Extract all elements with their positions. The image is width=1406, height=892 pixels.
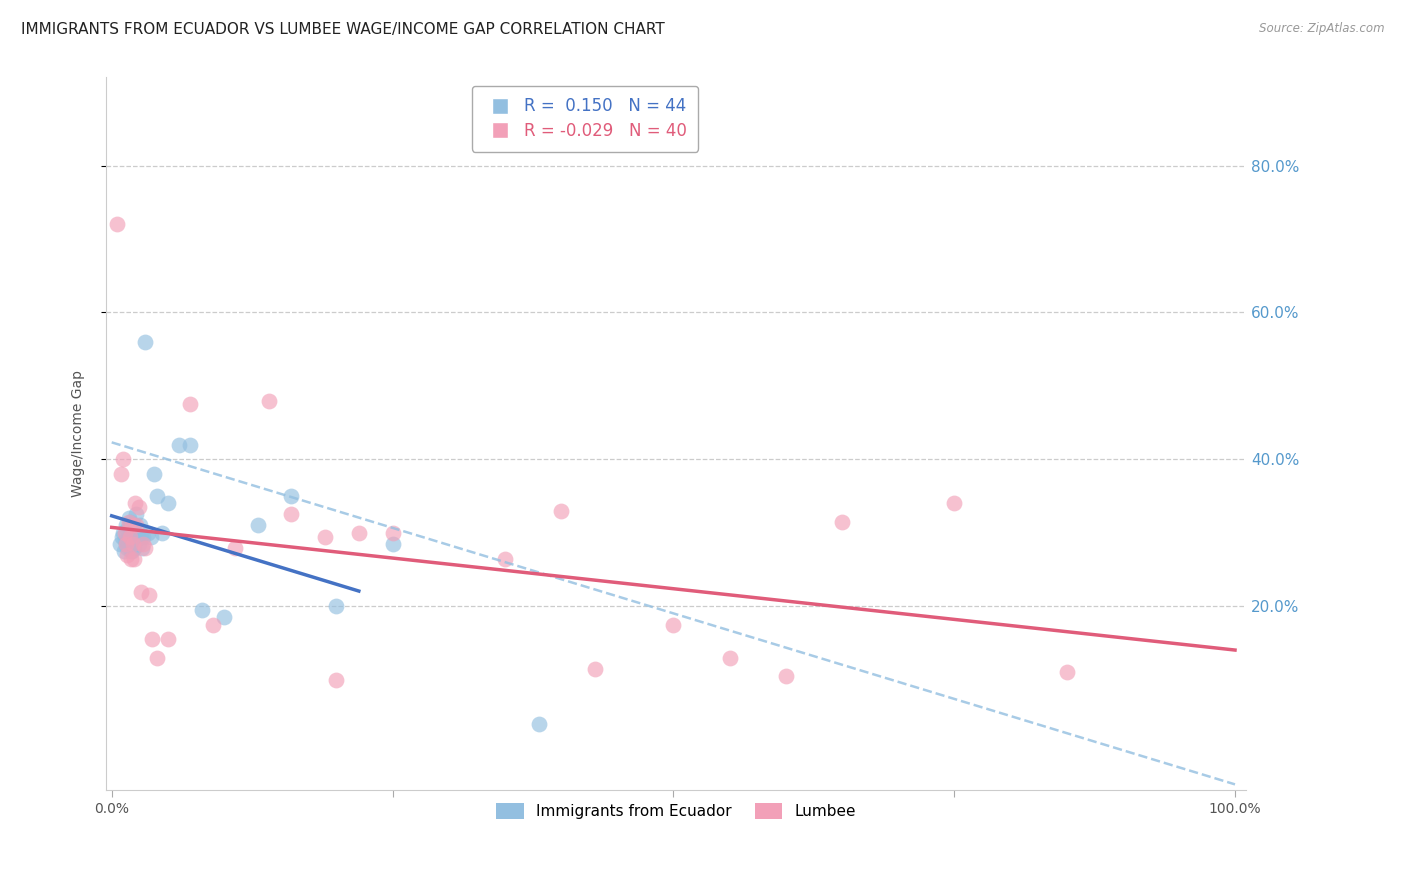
- Point: [121, 518, 143, 533]
- Point: [381, 525, 404, 540]
- Point: [136, 525, 159, 540]
- Point: [122, 529, 145, 543]
- Point: [325, 673, 347, 687]
- Point: [139, 529, 162, 543]
- Point: [156, 632, 179, 647]
- Point: [114, 533, 136, 548]
- Point: [114, 525, 136, 540]
- Point: [179, 397, 201, 411]
- Point: [280, 508, 302, 522]
- Point: [117, 522, 139, 536]
- Point: [124, 525, 146, 540]
- Point: [943, 496, 966, 510]
- Point: [131, 541, 153, 555]
- Point: [1056, 665, 1078, 680]
- Point: [117, 511, 139, 525]
- Point: [246, 518, 269, 533]
- Point: [831, 515, 853, 529]
- Point: [150, 525, 173, 540]
- Point: [145, 650, 167, 665]
- Point: [314, 529, 336, 543]
- Point: [105, 218, 128, 232]
- Point: [138, 588, 160, 602]
- Point: [122, 541, 145, 555]
- Point: [121, 525, 143, 540]
- Point: [280, 489, 302, 503]
- Point: [118, 529, 141, 543]
- Point: [190, 603, 212, 617]
- Point: [257, 393, 280, 408]
- Point: [120, 522, 142, 536]
- Point: [325, 599, 347, 614]
- Point: [134, 334, 156, 349]
- Point: [129, 584, 152, 599]
- Point: [132, 529, 155, 543]
- Point: [120, 544, 142, 558]
- Point: [212, 610, 235, 624]
- Point: [115, 537, 138, 551]
- Point: [583, 662, 606, 676]
- Point: [108, 537, 131, 551]
- Point: [115, 518, 138, 533]
- Point: [134, 541, 156, 555]
- Point: [775, 669, 797, 683]
- Point: [125, 508, 148, 522]
- Point: [117, 548, 139, 562]
- Point: [167, 438, 190, 452]
- Point: [129, 529, 152, 543]
- Point: [117, 529, 139, 543]
- Point: [132, 537, 155, 551]
- Point: [224, 541, 246, 555]
- Point: [128, 537, 150, 551]
- Point: [124, 496, 146, 510]
- Point: [156, 496, 179, 510]
- Point: [117, 515, 139, 529]
- Point: [122, 518, 145, 533]
- Point: [110, 467, 132, 481]
- Point: [118, 515, 141, 529]
- Point: [718, 650, 741, 665]
- Point: [111, 529, 134, 543]
- Point: [111, 525, 134, 540]
- Point: [128, 518, 150, 533]
- Point: [122, 551, 145, 566]
- Point: [550, 504, 572, 518]
- Text: Source: ZipAtlas.com: Source: ZipAtlas.com: [1260, 22, 1385, 36]
- Point: [662, 617, 685, 632]
- Point: [128, 500, 150, 515]
- Point: [201, 617, 224, 632]
- Point: [125, 518, 148, 533]
- Point: [143, 467, 166, 481]
- Legend: Immigrants from Ecuador, Lumbee: Immigrants from Ecuador, Lumbee: [491, 797, 862, 825]
- Point: [527, 716, 550, 731]
- Point: [347, 525, 370, 540]
- Point: [121, 544, 143, 558]
- Point: [145, 489, 167, 503]
- Point: [115, 537, 138, 551]
- Point: [122, 537, 145, 551]
- Y-axis label: Wage/Income Gap: Wage/Income Gap: [72, 370, 86, 497]
- Point: [127, 529, 149, 543]
- Point: [141, 632, 163, 647]
- Text: IMMIGRANTS FROM ECUADOR VS LUMBEE WAGE/INCOME GAP CORRELATION CHART: IMMIGRANTS FROM ECUADOR VS LUMBEE WAGE/I…: [21, 22, 665, 37]
- Point: [381, 537, 404, 551]
- Point: [118, 533, 141, 548]
- Point: [179, 438, 201, 452]
- Point: [120, 551, 142, 566]
- Point: [111, 452, 134, 467]
- Point: [494, 551, 516, 566]
- Point: [117, 541, 139, 555]
- Point: [112, 544, 135, 558]
